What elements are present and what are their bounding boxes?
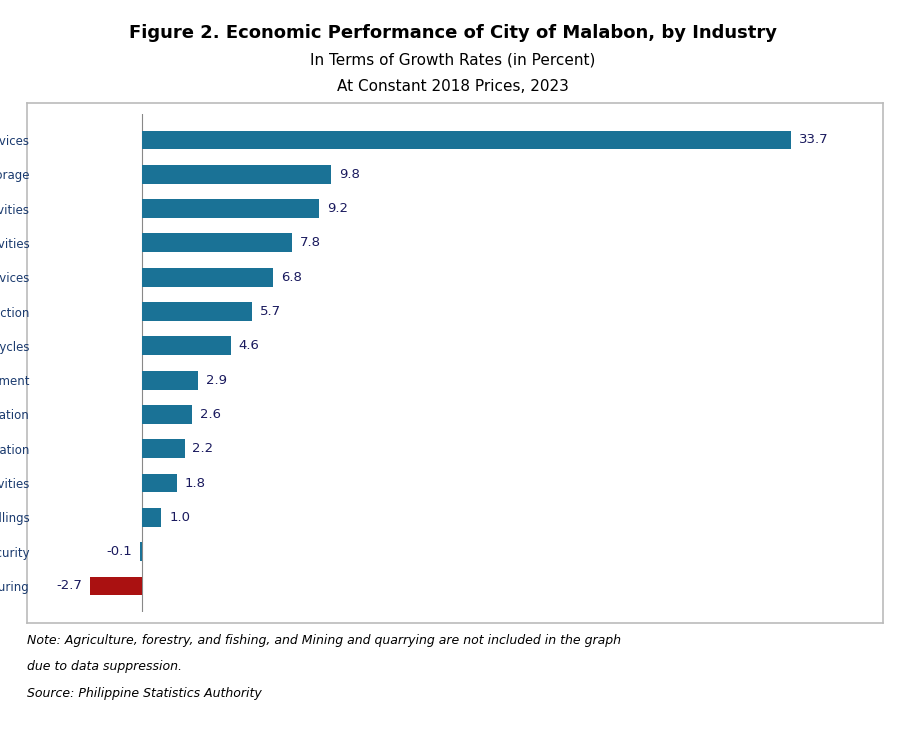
Text: 9.8: 9.8: [339, 168, 360, 181]
Bar: [91, 576, 142, 595]
Bar: [142, 336, 231, 355]
Bar: [142, 268, 274, 287]
Text: 1.0: 1.0: [169, 511, 190, 524]
Text: 2.2: 2.2: [192, 442, 214, 455]
Bar: [142, 474, 177, 492]
Text: due to data suppression.: due to data suppression.: [27, 660, 182, 673]
Bar: [142, 165, 331, 184]
Bar: [142, 302, 252, 321]
Text: 1.8: 1.8: [185, 477, 206, 489]
Text: Note: Agriculture, forestry, and fishing, and Mining and quarrying are not inclu: Note: Agriculture, forestry, and fishing…: [27, 634, 622, 647]
Text: 2.9: 2.9: [206, 374, 226, 387]
Bar: [142, 234, 293, 252]
Text: 2.6: 2.6: [200, 408, 221, 421]
Bar: [142, 508, 161, 527]
Text: In Terms of Growth Rates (in Percent): In Terms of Growth Rates (in Percent): [311, 53, 595, 68]
Bar: [142, 405, 192, 424]
Text: 33.7: 33.7: [799, 133, 829, 147]
Bar: [142, 199, 320, 218]
Text: 4.6: 4.6: [238, 339, 259, 352]
Text: 9.2: 9.2: [327, 202, 348, 215]
Bar: [142, 130, 792, 150]
Text: Source: Philippine Statistics Authority: Source: Philippine Statistics Authority: [27, 687, 262, 700]
Text: -2.7: -2.7: [56, 579, 82, 593]
Bar: [142, 371, 198, 390]
Bar: [140, 542, 142, 561]
Bar: [142, 439, 185, 458]
Text: 7.8: 7.8: [300, 237, 322, 249]
Text: -0.1: -0.1: [107, 545, 132, 558]
Text: 5.7: 5.7: [260, 305, 281, 318]
Text: 6.8: 6.8: [281, 270, 302, 284]
Text: At Constant 2018 Prices, 2023: At Constant 2018 Prices, 2023: [337, 80, 569, 94]
Text: Figure 2. Economic Performance of City of Malabon, by Industry: Figure 2. Economic Performance of City o…: [129, 24, 777, 42]
